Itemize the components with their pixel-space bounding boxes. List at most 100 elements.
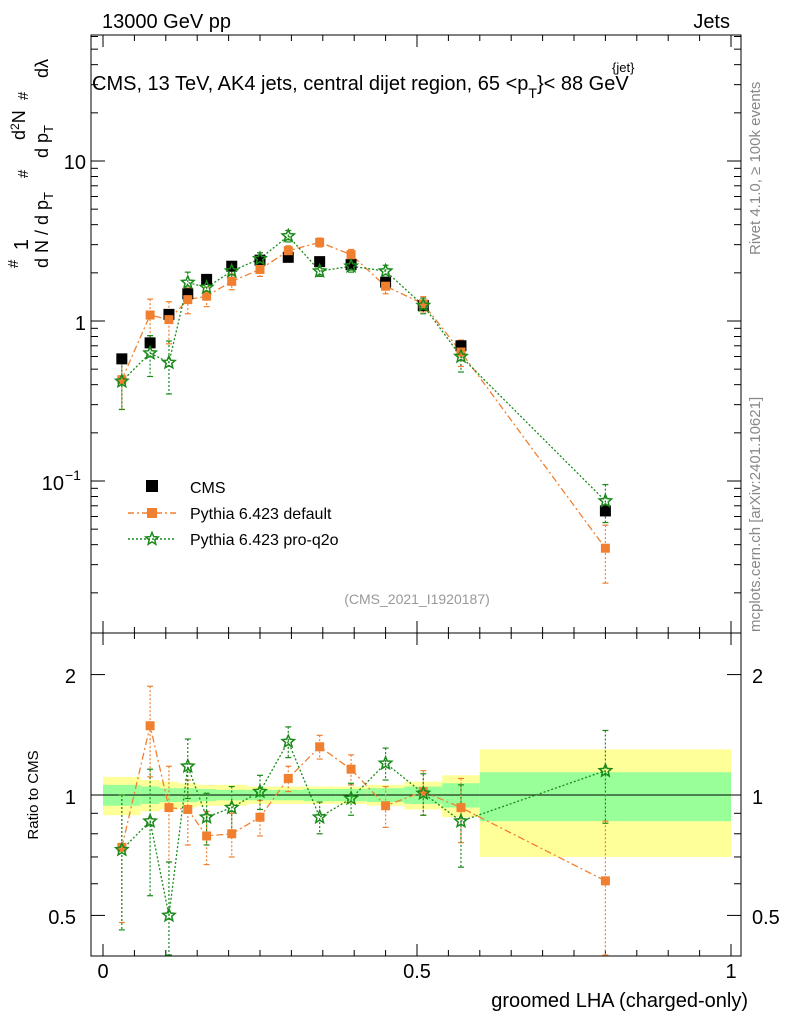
cms-data-point (314, 256, 326, 268)
cms-data-point (144, 337, 156, 349)
cms-data-point (182, 288, 194, 300)
legend-default-label: Pythia 6.423 default (190, 506, 332, 523)
header-energy-label: 13000 GeV pp (102, 11, 231, 33)
main-ytick-10: 10 (64, 152, 86, 174)
pythia-default-ratio-point (117, 842, 127, 852)
pythia-default-ratio-point (183, 804, 193, 814)
ratio-y-axis-label: Ratio to CMS (25, 750, 42, 839)
main-ytick-0p1: 10 −1 (42, 467, 81, 495)
svg-text:{jet}: {jet} (612, 60, 635, 75)
rivet-version-label: Rivet 4.1.0, ≥ 100k events (747, 82, 764, 255)
pythia-default-ratio-point (202, 831, 212, 841)
pythia-default-main-point (183, 295, 193, 305)
pythia-proq2o-main-point (377, 262, 394, 279)
pythia-proq2o-main-point (415, 297, 432, 313)
pythia-default-ratio-point (164, 803, 174, 813)
svg-text:#: # (15, 169, 32, 178)
x-axis-label: groomed LHA (charged-only) (491, 990, 748, 1012)
svg-text:dλ: dλ (32, 59, 52, 78)
pythia-proq2o-main-point (198, 279, 215, 295)
pythia-default-main-point (418, 299, 428, 309)
pythia-default-ratio-point (255, 812, 265, 822)
svg-text:10: 10 (42, 473, 64, 495)
legend-proq2o-label: Pythia 6.423 pro-q2o (190, 532, 339, 549)
legend-cms-label: CMS (190, 480, 226, 497)
pythia-default-main-point (255, 264, 265, 274)
pythia-default-ratio-point (315, 742, 325, 752)
svg-text:# 1: # 1 (1, 239, 33, 268)
pythia-default-ratio-point (346, 764, 356, 774)
pythia-proq2o-ratio-point (415, 784, 432, 801)
pythia-proq2o-ratio-point (311, 808, 328, 825)
pythia-default-main-point (202, 291, 212, 301)
pythia-default-ratio-point (227, 829, 237, 839)
svg-text:d N / d pT: d N / d pT (32, 192, 56, 268)
pythia-default-ratio-point (418, 787, 428, 797)
pythia-proq2o-main-line (121, 235, 606, 502)
ratio-ytick-1-left: 1 (65, 787, 76, 809)
pythia-default-ratio-point (381, 801, 391, 811)
pythia-default-main-point (117, 375, 127, 385)
pythia-proq2o-ratio-point (142, 812, 159, 829)
pythia-proq2o-ratio-point (597, 762, 614, 778)
pythia-proq2o-main-point (280, 227, 297, 243)
ratio-ytick-0p5-left: 0.5 (48, 907, 76, 929)
pythia-default-main-point (164, 315, 174, 325)
cms-data-point (254, 254, 266, 266)
header-jets-label: Jets (693, 11, 730, 33)
pythia-proq2o-main-point (251, 250, 269, 266)
mcplots-label: mcplots.cern.ch [arXiv:2401.10621] (747, 397, 764, 632)
pythia-proq2o-ratio-point (452, 812, 469, 829)
svg-text:CMS, 13 TeV, AK4 jets, central: CMS, 13 TeV, AK4 jets, central dijet reg… (92, 73, 629, 101)
pythia-default-ratio-point (283, 773, 293, 783)
pythia-proq2o-ratio-point (343, 790, 360, 806)
pythia-proq2o-main-point (311, 262, 328, 279)
pythia-proq2o-main-point (142, 344, 159, 361)
pythia-proq2o-ratio-point (251, 783, 269, 799)
pythia-default-ratio-point (145, 721, 155, 731)
pythia-default-main-point (346, 250, 356, 260)
pythia-default-main-point (600, 543, 610, 553)
svg-text:−1: −1 (65, 467, 81, 483)
ratio-ytick-1-right: 1 (752, 787, 763, 809)
legend-default-marker (147, 508, 157, 518)
analysis-tag-label: (CMS_2021_I1920187) (344, 591, 490, 607)
pythia-proq2o-main-point (113, 372, 130, 389)
xtick-0: 0 (97, 961, 108, 983)
main-ytick-1: 1 (75, 313, 86, 335)
pythia-proq2o-ratio-line (121, 740, 606, 916)
cms-data-point (116, 353, 128, 365)
cms-data-point (599, 505, 611, 517)
axis-ticks (91, 35, 741, 956)
legend-proq2o-marker (143, 530, 161, 546)
pythia-default-ratio-point (456, 803, 466, 813)
pythia-proq2o-ratio-point (198, 808, 215, 825)
pythia-proq2o-main-point (223, 262, 240, 279)
svg-text:#: # (15, 91, 32, 100)
svg-text:d pT: d pT (32, 125, 56, 158)
main-y-axis-label: # 1 d N / d pT # d2N d pT # dλ (1, 59, 56, 268)
pythia-default-main-point (283, 246, 293, 256)
legend-cms-marker (146, 480, 158, 492)
pythia-proq2o-ratio-point (179, 757, 196, 774)
cms-data-point (455, 340, 467, 352)
pythia-default-main-line (121, 241, 606, 549)
ratio-ytick-2-left: 2 (65, 666, 76, 688)
pythia-proq2o-main-point (452, 348, 469, 364)
ratio-ytick-2-right: 2 (752, 666, 763, 688)
pythia-default-main-point (315, 237, 325, 247)
pythia-proq2o-ratio-point (280, 733, 297, 749)
pythia-default-main-point (145, 310, 155, 320)
cms-data-point (282, 251, 294, 263)
plot-title: CMS, 13 TeV, AK4 jets, central dijet reg… (92, 60, 635, 101)
ratio-ytick-0p5-right: 0.5 (752, 907, 780, 929)
pythia-default-ratio-point (600, 876, 610, 886)
pythia-proq2o-ratio-point (377, 754, 394, 771)
pythia-proq2o-ratio-point (113, 841, 130, 857)
series-layer (113, 227, 614, 956)
pythia-proq2o-main-point (597, 492, 614, 508)
ratio-uncertainty-bands (103, 749, 731, 857)
pythia-proq2o-ratio-point (223, 799, 240, 815)
pythia-default-main-point (227, 276, 237, 286)
